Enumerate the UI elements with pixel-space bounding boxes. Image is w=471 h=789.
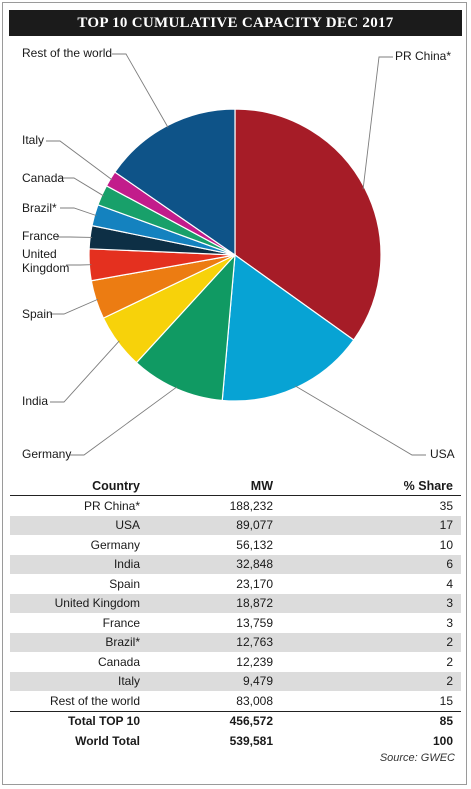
leader-line-india: [50, 340, 120, 403]
cell-mw: 32,848: [140, 554, 273, 574]
table-row: Italy 9,479 2: [10, 671, 461, 691]
table-row: India 32,848 6: [10, 554, 461, 574]
table-row: Germany 56,132 10: [10, 535, 461, 555]
slice-label-canada: Canada: [22, 171, 64, 185]
cell-mw: 12,239: [236, 654, 273, 669]
slice-label-india: India: [22, 394, 48, 408]
table-row: USA 89,077 17: [10, 515, 461, 535]
cell-country: Italy: [10, 671, 140, 691]
leader-line-usa: [294, 385, 426, 456]
cell-country: United Kingdom: [10, 593, 140, 613]
cell-total-label: Total TOP 10: [10, 710, 140, 731]
cell-mw: 9,479: [140, 671, 273, 691]
leader-line-germany: [70, 386, 178, 456]
cell-share: 10: [439, 537, 453, 552]
cell-total-mw: 539,581: [229, 733, 273, 748]
cell-share: 35: [439, 498, 453, 513]
slice-label-germany: Germany: [22, 447, 71, 461]
cell-country: PR China*: [83, 498, 140, 513]
slice-label-united-kingdom: United Kingdom: [22, 247, 69, 275]
source-note: Source: GWEC: [379, 752, 455, 764]
cell-mw: 13,759: [236, 615, 273, 630]
cell-total-share: 100: [432, 733, 453, 748]
table-row: Brazil* 12,763 2: [10, 632, 461, 652]
chart-title: TOP 10 CUMULATIVE CAPACITY DEC 2017: [9, 10, 462, 36]
cell-share: 2: [273, 632, 461, 652]
cell-mw: 18,872: [140, 593, 273, 613]
table-row: France 13,759 3: [10, 613, 461, 633]
cell-share: 2: [273, 671, 461, 691]
cell-country: Rest of the world: [49, 693, 140, 708]
table-row: Canada 12,239 2: [10, 652, 461, 672]
leader-line-brazil: [60, 207, 97, 217]
capacity-table: Country MW % Share PR China* 188,232 35 USA…: [10, 476, 461, 751]
cell-mw: 188,232: [229, 498, 273, 513]
cell-share: 3: [273, 593, 461, 613]
slice-label-spain: Spain: [22, 307, 53, 321]
header-country: Country: [10, 476, 140, 496]
leader-line-rest-of-the-world: [112, 53, 169, 128]
slice-label-pr-china: PR China*: [395, 49, 451, 63]
cell-country: USA: [10, 515, 140, 535]
cell-mw: 83,008: [236, 693, 273, 708]
slice-label-italy: Italy: [22, 133, 44, 147]
pie-slice-germany: [135, 253, 236, 402]
cell-share: 2: [446, 654, 453, 669]
table-total-row: World Total 539,581 100: [10, 731, 461, 751]
cell-share: 6: [273, 554, 461, 574]
cell-total-mw: 456,572: [140, 710, 273, 731]
cell-country: Brazil*: [10, 632, 140, 652]
cell-share: 4: [446, 576, 453, 591]
cell-mw: 89,077: [140, 515, 273, 535]
cell-mw: 12,763: [140, 632, 273, 652]
table-row: Rest of the world 83,008 15: [10, 691, 461, 711]
cell-mw: 23,170: [236, 576, 273, 591]
cell-country: India: [10, 554, 140, 574]
leader-line-pr-china: [362, 56, 393, 190]
pie-slice-usa: [221, 253, 355, 402]
cell-country: Canada: [97, 654, 140, 669]
cell-total-share: 85: [273, 710, 461, 731]
header-share: % Share: [273, 476, 461, 496]
table-header-row: Country MW % Share: [10, 476, 461, 496]
leader-line-canada: [60, 177, 104, 197]
table-row: PR China* 188,232 35: [10, 496, 461, 516]
table-total-row: Total TOP 10 456,572 85: [10, 710, 461, 731]
cell-share: 15: [439, 693, 453, 708]
pie-slice-pr-china: [234, 108, 382, 341]
cell-country: Spain: [109, 576, 140, 591]
leader-line-italy: [46, 140, 113, 181]
slice-label-usa: USA: [430, 447, 455, 461]
pie-chart: PR China* USA Germany India Spain United Kingd…: [22, 46, 455, 461]
cell-share: 17: [273, 515, 461, 535]
cell-country: France: [102, 615, 140, 630]
slice-label-rest-of-the-world: Rest of the world: [22, 46, 112, 60]
cell-total-label: World Total: [75, 733, 140, 748]
cell-mw: 56,132: [236, 537, 273, 552]
cell-share: 3: [446, 615, 453, 630]
cell-country: Germany: [90, 537, 140, 552]
header-mw: MW: [140, 476, 273, 496]
table-row: Spain 23,170 4: [10, 574, 461, 594]
table-row: United Kingdom 18,872 3: [10, 593, 461, 613]
slice-label-france: France: [22, 229, 60, 243]
leader-line-spain: [50, 298, 99, 315]
slice-label-brazil: Brazil*: [22, 201, 57, 215]
table-body: PR China* 188,232 35 USA 89,077 17 Germany 56,1…: [10, 496, 461, 751]
